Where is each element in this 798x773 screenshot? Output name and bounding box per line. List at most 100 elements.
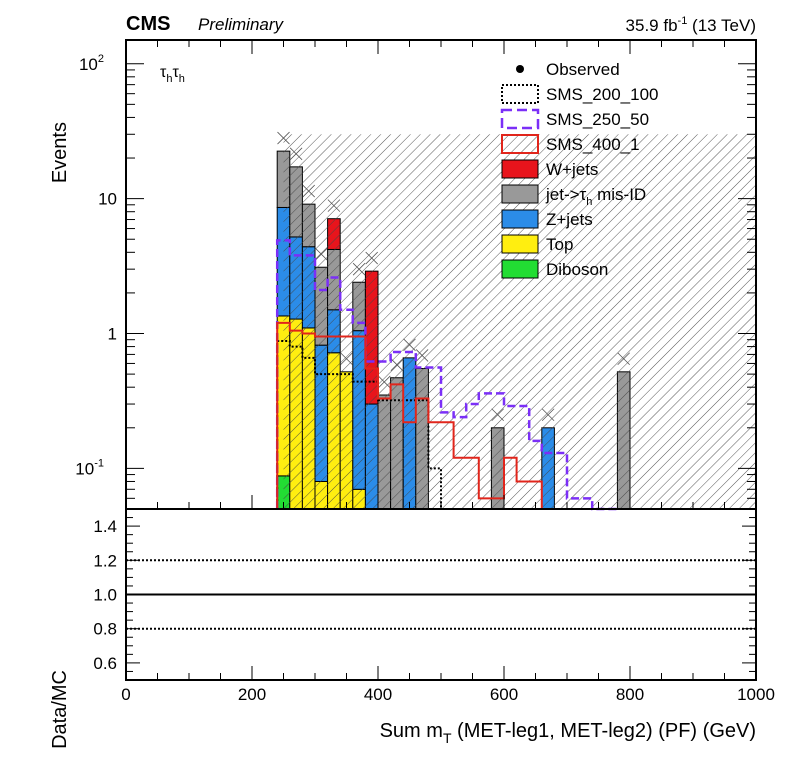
lumi-label: 35.9 fb-1 (13 TeV) [626,15,756,35]
y-tick-label-100: 102 [79,53,104,74]
legend-label: Diboson [546,260,608,279]
legend-label-main: Diboson [546,260,608,279]
channel-tau1: τ [160,64,167,81]
x-tick-label-400: 400 [364,685,392,704]
ratio-y-tick-label-0.6: 0.6 [93,654,117,673]
y-tick-label-1: 1 [108,325,117,344]
ratio-y-tick-label-1: 1.0 [93,586,117,605]
ratio-y-tick-label-0.8: 0.8 [93,620,117,639]
cross-marker-590 [491,408,504,422]
y-tick-base: 10 [79,55,98,74]
legend-label: Top [546,235,573,254]
channel-tau2: τ [172,64,179,81]
channel-label: τhτh [160,64,185,85]
x-tick-label-200: 200 [238,685,266,704]
y-tick-label-10: 10 [98,190,117,209]
legend-label-main: Top [546,235,573,254]
energy-label: (13 TeV) [687,16,756,35]
x-tick-label-800: 800 [616,685,644,704]
cross-marker-430 [390,358,404,371]
legend-label-rest: mis-ID [592,185,646,204]
legend-swatch [501,184,539,204]
legend-label-main: Observed [546,60,620,79]
lumi-value: 35.9 fb [626,16,678,35]
cross-marker-790 [617,352,630,366]
cross-marker-310 [315,247,328,261]
legend-entry-7: Top [501,234,573,254]
legend-swatch [501,134,539,154]
y-axis-title-top: Events [49,122,71,183]
x-tick-label-600: 600 [490,685,518,704]
legend-entry-6: Z+jets [501,209,593,229]
legend-entry-4: W+jets [501,159,598,179]
legend-swatch [501,84,539,104]
cross-marker-250 [277,131,290,145]
legend-entry-5: jet->τh mis-ID [501,184,646,208]
legend-entry-3: SMS_400_1 [501,134,640,154]
legend-label: jet->τh mis-ID [545,185,646,208]
ratio-y-tick-label-1.4: 1.4 [93,517,117,536]
x-axis-title: Sum mT (MET-leg1, MET-leg2) (PF) (GeV) [380,720,756,746]
x-axis-title-rest: (MET-leg1, MET-leg2) (PF) (GeV) [452,720,757,742]
lumi-unit-exp: -1 [678,15,688,27]
legend-entry-8: Diboson [501,259,608,279]
cross-marker-270 [289,147,303,161]
legend-label: SMS_400_1 [546,135,640,154]
legend-swatch [501,159,539,179]
cross-marker-290 [302,184,315,198]
legend-entry-2: SMS_250_50 [500,108,649,130]
y-axis-title-ratio: Data/MC [49,670,71,749]
status-label: Preliminary [198,15,285,34]
cross-marker-390 [365,251,378,265]
legend: Observed SMS_200_100 SMS_250_50 SMS_400_1 W+… [500,60,658,279]
x-axis-title-sub: T [443,730,452,746]
y-tick-exp: -1 [94,457,104,469]
signal-SMS_250_50 [275,239,618,511]
legend-entry-0: Observed [516,60,620,79]
legend-marker [516,65,524,73]
legend-entry-1: SMS_200_100 [501,84,658,104]
legend-label: W+jets [546,160,598,179]
legend-label: SMS_250_50 [546,110,649,129]
ratio-y-tick-label-1.2: 1.2 [93,551,117,570]
y-tick-label-0.1: 10-1 [75,457,104,478]
channel-sub1: h [166,73,172,85]
cross-marker-330 [327,199,341,212]
legend-swatch [501,209,539,229]
y-tick-base: 1 [108,325,117,344]
legend-label-main: SMS_250_50 [546,110,649,129]
legend-swatch [500,108,540,130]
axes [125,39,757,681]
y-tick-base: 10 [75,459,94,478]
tick-labels: 0 200 400 600 800 10000.60.81.01.21.410-11101… [75,53,775,704]
y-tick-base: 10 [98,190,117,209]
signal-SMS_200_100 [276,340,467,510]
legend-label-sub: h [586,196,592,208]
x-tick-label-1000: 1000 [737,685,775,704]
cross-marker-470 [415,349,429,362]
cross-marker-410 [378,375,391,389]
legend-label-main: jet->τ [545,185,587,204]
cross-marker-450 [403,338,416,352]
x-tick-label-0: 0 [121,685,130,704]
y-tick-exp: 2 [98,53,104,65]
x-axis-title-main: Sum m [380,720,443,742]
cross-marker-370 [352,262,366,276]
legend-label-main: SMS_200_100 [546,85,658,104]
signal-curves [275,239,618,511]
legend-label: SMS_200_100 [546,85,658,104]
cross-marker-670 [541,408,555,422]
legend-swatch [501,259,539,279]
ratio-panel-lines [126,559,756,630]
legend-label-main: SMS_400_1 [546,135,640,154]
legend-label: Observed [546,60,620,79]
channel-sub2: h [179,73,185,85]
signal-SMS_400_1 [276,321,618,510]
legend-label: Z+jets [546,210,593,229]
experiment-label: CMS [126,13,170,35]
legend-label-main: Z+jets [546,210,593,229]
cross-marker-350 [340,352,353,366]
legend-swatch [501,234,539,254]
legend-label-main: W+jets [546,160,598,179]
